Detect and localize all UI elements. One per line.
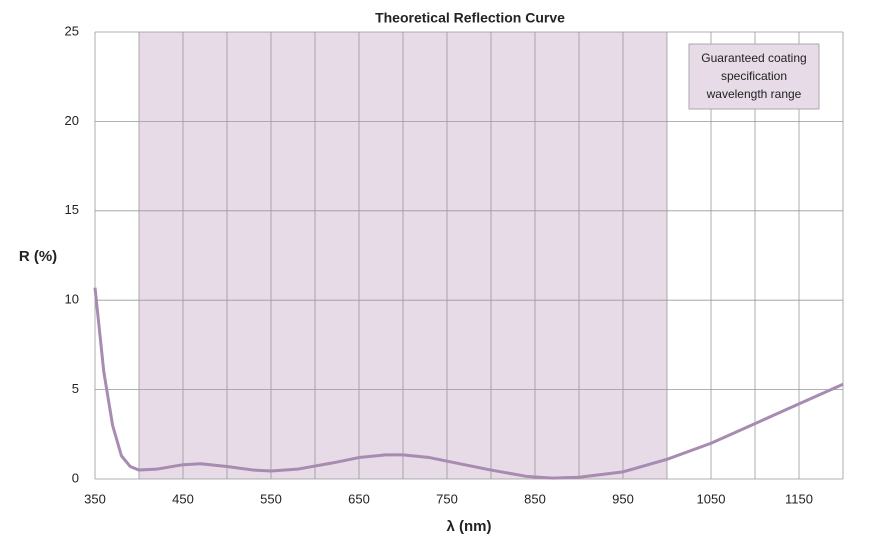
legend-text: Guaranteed coating — [701, 51, 806, 65]
legend-box — [688, 43, 820, 110]
x-tick-label: 1050 — [697, 491, 726, 506]
y-tick-label: 5 — [72, 381, 79, 396]
x-axis-label: λ (nm) — [447, 518, 492, 535]
reflection-curve — [93, 287, 844, 480]
legend-text: specification — [721, 69, 787, 83]
x-tick-label: 450 — [172, 491, 194, 506]
y-axis-label: R (%) — [19, 248, 57, 265]
x-tick-label: 750 — [436, 491, 458, 506]
y-tick-label: 15 — [65, 202, 79, 217]
x-tick-label: 950 — [612, 491, 634, 506]
x-tick-label: 650 — [348, 491, 370, 506]
chart-title: Theoretical Reflection Curve — [375, 10, 565, 26]
x-tick-label: 850 — [524, 491, 546, 506]
y-tick-label: 10 — [65, 292, 79, 307]
x-tick-label: 350 — [84, 491, 106, 506]
y-tick-label: 20 — [65, 113, 79, 128]
y-tick-label: 25 — [65, 23, 79, 38]
x-tick-label: 1150 — [785, 491, 813, 506]
x-tick-label: 550 — [260, 491, 282, 506]
y-tick-label: 0 — [72, 470, 79, 485]
legend-text: wavelength range — [706, 87, 802, 101]
